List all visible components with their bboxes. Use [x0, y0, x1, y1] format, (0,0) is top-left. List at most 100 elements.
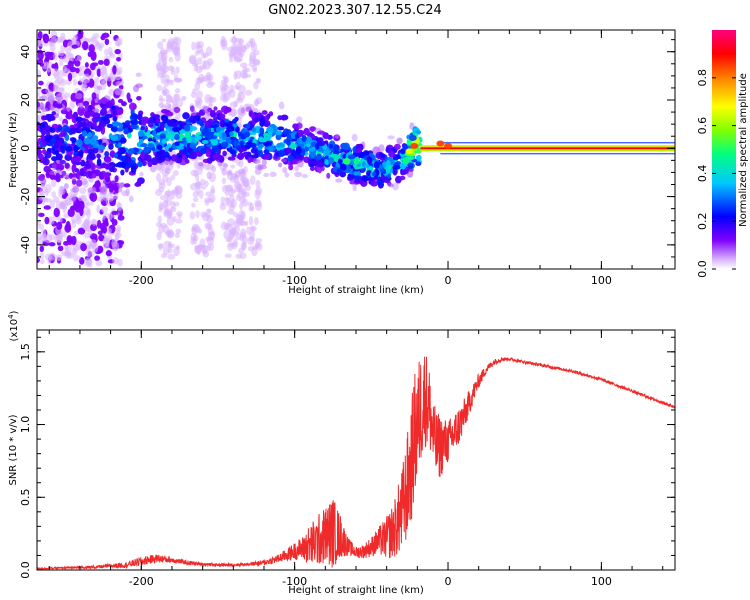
spectrogram-cell — [255, 242, 261, 248]
spectrogram-cell — [60, 130, 67, 137]
spectrogram-cell — [202, 52, 209, 58]
spectrogram-cell — [163, 49, 169, 55]
spectrogram-cell — [304, 136, 313, 145]
spectrogram-cell — [89, 192, 98, 203]
spectrogram-cell — [44, 135, 51, 143]
spectrogram-cell — [79, 168, 85, 177]
spectrogram-cell — [174, 36, 182, 46]
spectrogram-cell — [227, 156, 236, 161]
spectrogram-cell — [195, 65, 203, 74]
spectrogram-cell — [278, 162, 283, 168]
spectrogram-cell — [87, 121, 93, 128]
spectrogram-cell — [221, 132, 227, 141]
spectrogram-cell — [52, 68, 60, 77]
spectrogram-cell — [66, 106, 71, 112]
spectrogram-cell — [243, 191, 250, 197]
spectrogram-cell — [55, 254, 63, 262]
spectrogram-cell — [160, 253, 167, 259]
spectrogram-cell — [174, 141, 180, 147]
spectrogram-cell — [246, 226, 251, 235]
spectrogram-cell — [244, 144, 250, 150]
spectrogram-cell — [167, 247, 173, 254]
spectrogram-cell — [166, 216, 175, 226]
spectrogram-cell — [219, 202, 227, 211]
spectrogram-cell — [333, 145, 340, 153]
spectrogram-y-ticks: -40 -20 0 20 40 — [19, 39, 675, 270]
spectrogram-cell — [184, 131, 191, 138]
spectrogram-cell — [118, 122, 124, 129]
spectrogram-cell — [102, 193, 109, 201]
spectrogram-cell — [56, 159, 61, 164]
spectrogram-cell — [385, 159, 391, 168]
spectrogram-cell — [277, 126, 285, 131]
spectrogram-cell — [37, 232, 42, 241]
spectrogram-cell — [232, 212, 240, 218]
spectrogram-cell — [253, 99, 260, 107]
x-tick-label: 100 — [591, 575, 612, 588]
spectrogram-cell — [191, 223, 200, 231]
spectrogram-cell — [101, 65, 107, 73]
spectrogram-cell — [278, 149, 286, 157]
spectrogram-cell — [55, 95, 64, 101]
spectrogram-cell — [75, 116, 83, 123]
spectrogram-cell — [234, 37, 243, 43]
spectrogram-cell — [95, 260, 103, 267]
spectrogram-cell — [288, 144, 297, 149]
spectrogram-cell — [174, 218, 183, 224]
spectrogram-cell — [84, 232, 91, 239]
spectrogram-cell — [116, 201, 121, 208]
spectrogram-cell — [137, 161, 143, 168]
spectrogram-cell — [233, 140, 239, 148]
spectrogram-cell — [94, 180, 101, 188]
spectrogram-cell — [332, 150, 340, 155]
spectrogram-cell — [117, 142, 122, 148]
spectrogram-cell — [211, 165, 217, 173]
spectrogram-cell — [261, 158, 267, 167]
spectrogram-cell — [80, 121, 88, 129]
spectrogram-cell — [206, 73, 214, 82]
spectrogram-cell — [175, 185, 183, 195]
spectrogram-cell — [281, 158, 287, 163]
spectrogram-cell — [218, 113, 226, 119]
spectrogram-cell — [192, 197, 199, 203]
spectrogram-cell — [62, 55, 70, 63]
spectrogram-cell — [237, 92, 242, 99]
spectrogram-cell — [96, 158, 102, 167]
spectrogram-cell — [38, 212, 45, 218]
spectrogram-cell — [112, 65, 117, 75]
spectrogram-cell — [56, 99, 62, 105]
tone-band-halo — [440, 153, 675, 155]
spectrogram-cell — [255, 179, 261, 189]
spectrogram-cell — [327, 156, 335, 164]
spectrogram-cell — [78, 149, 84, 157]
spectrogram-cell — [62, 230, 67, 238]
spectrogram-cell — [69, 194, 77, 203]
spectrogram-cell — [51, 123, 59, 129]
spectrogram-cell — [87, 187, 95, 194]
spectrogram-cell — [229, 200, 234, 209]
spectrogram-cell — [52, 84, 59, 92]
spectrogram-cell — [275, 133, 282, 141]
spectrogram-cell — [194, 97, 202, 105]
spectrogram-cell — [228, 242, 235, 248]
spectrogram-cell — [228, 58, 234, 63]
spectrogram-cell — [105, 250, 112, 257]
spectrogram-cell — [40, 178, 47, 185]
spectrogram-cell — [236, 58, 243, 63]
spectrogram-cell — [234, 187, 242, 193]
spectrogram-cell — [73, 255, 81, 262]
spectrogram-cell — [107, 227, 112, 235]
spectrogram-cell — [37, 257, 40, 264]
spectrogram-cell — [388, 150, 396, 158]
spectrogram-cell — [129, 160, 136, 166]
spectrogram-cell — [175, 192, 183, 199]
spectrogram-cell — [396, 137, 403, 145]
spectrogram-cell — [51, 156, 58, 162]
spectrogram-cell — [83, 137, 91, 145]
spectrogram-cell — [160, 47, 165, 57]
spectrogram-cell — [406, 155, 415, 161]
y-tick-label: 40 — [19, 45, 32, 59]
spectrogram-cell — [198, 189, 204, 199]
spectrogram-cell — [104, 118, 111, 125]
spectrogram-cell — [189, 211, 196, 220]
